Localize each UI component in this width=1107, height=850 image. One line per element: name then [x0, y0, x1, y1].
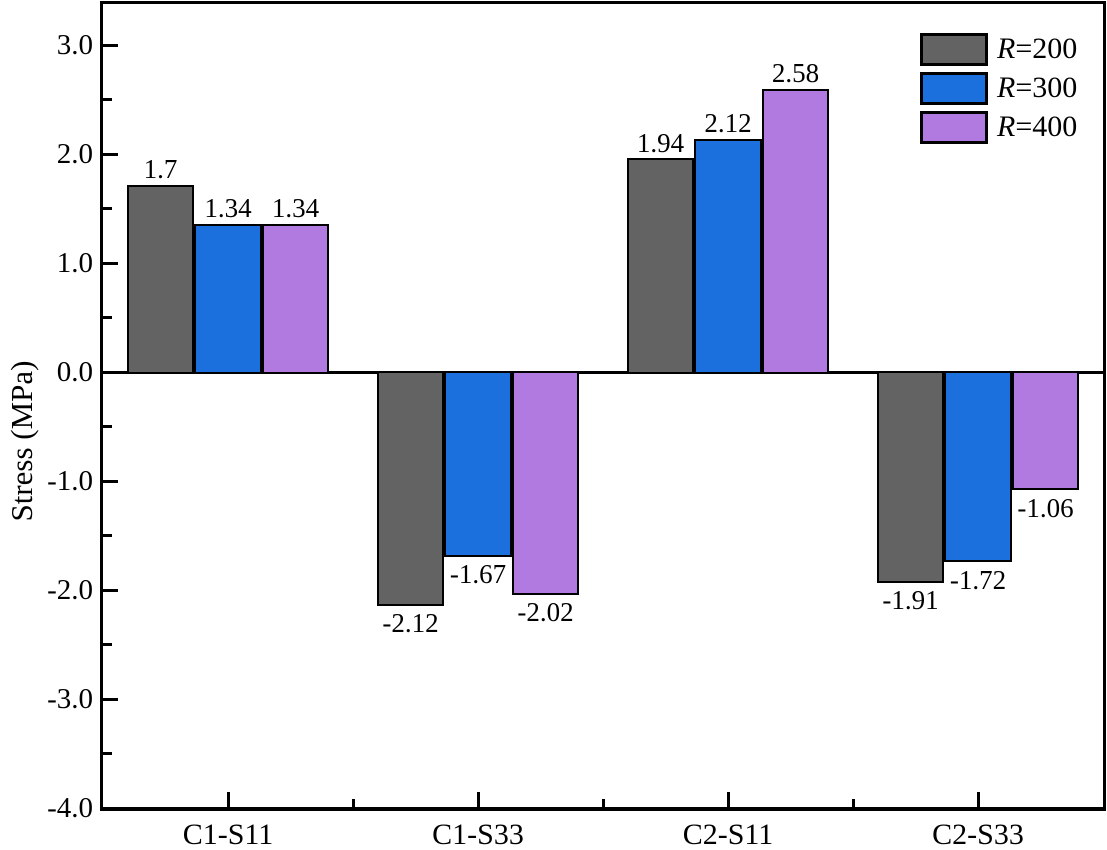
x-minor-tick — [601, 799, 605, 808]
legend-swatch-R200 — [920, 33, 988, 66]
y-tick-label: 0.0 — [56, 356, 93, 389]
bar-value-label: -1.72 — [949, 564, 1007, 595]
bar-R300-C1-S11 — [194, 223, 262, 374]
y-minor-tick — [103, 534, 112, 538]
y-minor-tick — [103, 643, 112, 647]
y-tick-label: -1.0 — [47, 465, 93, 498]
y-major-tick — [103, 261, 118, 265]
bar-value-label: -2.02 — [517, 597, 574, 628]
legend-swatch-R300 — [920, 72, 988, 105]
bar-value-label: -1.67 — [449, 559, 507, 590]
y-tick-label: -3.0 — [47, 683, 93, 716]
bar-value-label: 2.58 — [771, 58, 820, 89]
y-tick-label: 3.0 — [56, 29, 93, 62]
x-major-tick — [226, 792, 230, 808]
x-major-tick — [726, 792, 730, 808]
bar-R200-C2-S11 — [626, 158, 695, 374]
legend-label-R300: R=300 — [997, 71, 1078, 104]
x-category-label: C2-S11 — [682, 818, 774, 850]
y-major-tick — [103, 588, 118, 592]
y-minor-tick — [103, 98, 112, 102]
y-tick-label: 2.0 — [56, 138, 93, 171]
y-tick-label: -4.0 — [47, 792, 93, 824]
bar-value-label: -2.12 — [382, 608, 439, 639]
y-tick-label: -2.0 — [47, 574, 93, 607]
bar-value-label: 1.94 — [636, 127, 685, 158]
bar-R400-C1-S11 — [261, 223, 330, 374]
x-category-label: C1-S11 — [182, 818, 274, 850]
y-major-tick — [103, 479, 118, 483]
bar-value-label: 1.7 — [143, 154, 178, 185]
plot-frame-bottom — [100, 807, 1106, 811]
y-tick-label: 1.0 — [56, 247, 93, 280]
bar-R200-C1-S11 — [126, 184, 195, 374]
y-major-tick — [103, 43, 118, 47]
bar-R300-C1-S33 — [444, 370, 512, 557]
x-minor-tick — [351, 799, 355, 808]
legend-swatch-R400 — [920, 111, 988, 144]
y-minor-tick — [103, 207, 112, 211]
bar-R300-C2-S33 — [944, 370, 1012, 563]
bar-value-label: -1.06 — [1017, 492, 1074, 523]
bar-R200-C1-S33 — [376, 370, 445, 606]
y-minor-tick — [103, 425, 112, 429]
plot-frame-top — [100, 1, 1106, 4]
plot-frame-right — [1103, 1, 1106, 811]
bar-R400-C1-S33 — [511, 370, 580, 595]
bar-R400-C2-S11 — [761, 88, 830, 374]
bar-value-label: -1.91 — [882, 585, 939, 616]
legend-label-R400: R=400 — [997, 110, 1078, 143]
x-major-tick — [476, 792, 480, 808]
y-major-tick — [103, 697, 118, 701]
y-minor-tick — [103, 316, 112, 320]
bar-value-label: 2.12 — [704, 108, 752, 139]
bar-R200-C2-S33 — [876, 370, 945, 583]
legend-label-R200: R=200 — [997, 32, 1078, 65]
plot-frame-left — [100, 1, 103, 811]
y-minor-tick — [103, 752, 112, 756]
y-major-tick — [103, 806, 118, 810]
x-category-label: C2-S33 — [932, 818, 1024, 850]
x-major-tick — [976, 792, 980, 808]
y-major-tick — [103, 152, 118, 156]
x-category-label: C1-S33 — [432, 818, 524, 850]
bar-R400-C2-S33 — [1011, 370, 1080, 491]
x-minor-tick — [851, 799, 855, 808]
bar-value-label: 1.34 — [271, 193, 320, 224]
bar-R300-C2-S11 — [694, 138, 762, 374]
zero-axis-line — [103, 370, 1103, 374]
bar-value-label: 1.34 — [204, 193, 252, 224]
